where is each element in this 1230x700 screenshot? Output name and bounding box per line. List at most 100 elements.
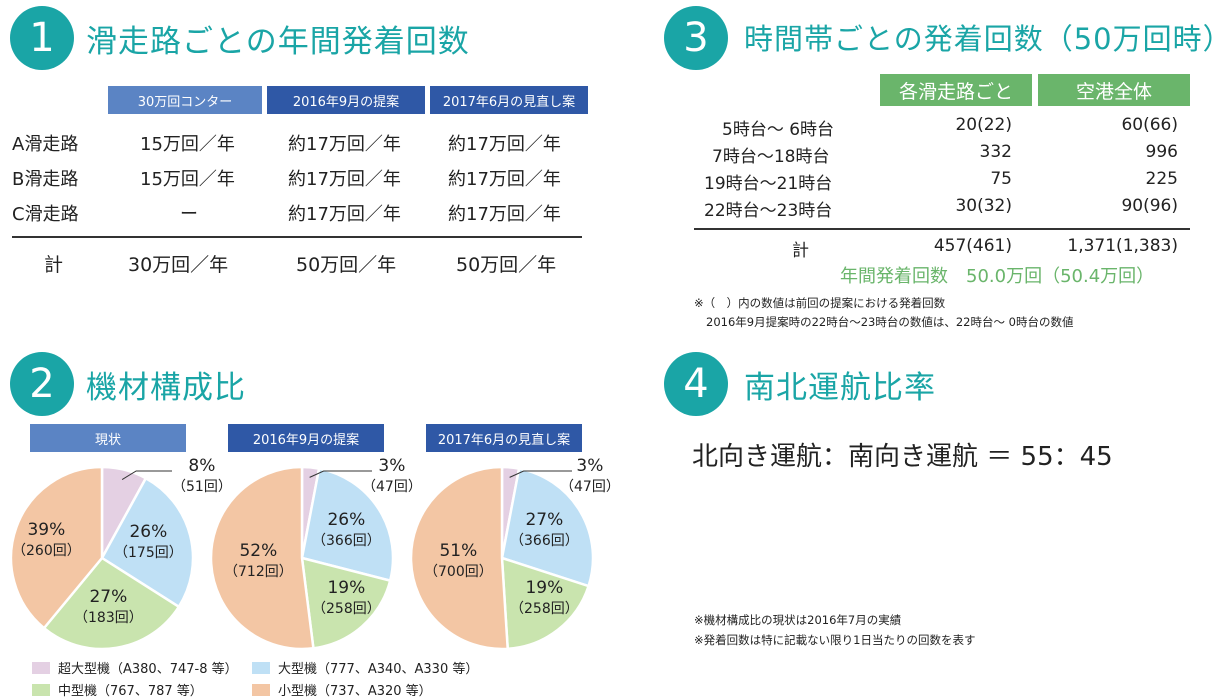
table1-divider [12,236,582,238]
pie3-super-pct: 3% [576,456,604,476]
legend-swatch-medium [32,683,50,696]
pie1-large-count: （175回） [114,545,183,561]
pie1-large-pct: 26% [129,522,168,542]
table1-row-c-label: C滑走路 [12,204,79,225]
table1-row-a-c3: 約17万回／年 [448,134,561,155]
table1-row-b-label: B滑走路 [12,169,79,190]
legend-large: 大型機（777、A340、A330 等） [252,658,478,677]
table3-total-label: 計 [792,241,809,261]
table3-row-1-c2: 60(66) [1121,115,1178,135]
table3-row-2-label: 7時台〜18時台 [712,147,830,167]
legend-swatch-large [252,661,270,674]
pie2-label-medium: 19% （258回） [312,578,381,620]
pie1-title: 現状 [30,424,186,452]
table3-row-2-c1: 332 [979,142,1012,162]
table1-row-c-c3: 約17万回／年 [448,204,561,225]
legend-super-large: 超大型機（A380、747-8 等） [32,658,238,677]
table1-total-label: 計 [44,254,64,276]
pie3-slice-large [500,467,595,588]
table3-note-1: ※（ ）内の数値は前回の提案における発着回数 [694,296,946,310]
pie2-label-small: 52% （712回） [224,541,293,583]
pie3-large-count: （366回） [510,533,579,549]
pie2-medium-pct: 19% [327,578,366,598]
pie2-large-pct: 26% [327,510,366,530]
table1-total-c2: 50万回／年 [296,254,397,276]
legend-swatch-small [252,683,270,696]
pie2-small-count: （712回） [224,564,293,580]
table1-row-b-c2: 約17万回／年 [288,169,401,190]
table3-row-3-label: 19時台〜21時台 [704,174,833,194]
table3-header-2: 空港全体 [1038,74,1190,106]
legend-label-small: 小型機（737、A320 等） [278,684,432,699]
table1-header-2: 2016年9月の提案 [267,86,425,114]
table3-note-2: 2016年9月提案時の22時台〜23時台の数値は、22時台〜 0時台の数値 [706,315,1074,329]
table1-row-c-c1: ー [180,204,198,225]
table1-total-c3: 50万回／年 [456,254,557,276]
pie1-super-count: （51回） [172,479,232,495]
section-title-4: 南北運航比率 [744,370,936,406]
pie3-super-count: （47回） [560,479,620,495]
pie2-slice-small [209,465,315,651]
pie3-title: 2017年6月の見直し案 [426,424,582,452]
pie1-medium-count: （183回） [74,610,143,626]
pie1-leader-line [121,470,172,480]
pie2-slice-large [300,467,395,583]
section-title-3: 時間帯ごとの発着回数（50万回時） [744,22,1230,56]
pie3-slice-medium [500,556,591,651]
footnote-1: ※機材構成比の現状は2016年7月の実績 [694,613,902,627]
table3-row-3-c1: 75 [990,169,1012,189]
section-number-3: 3 [664,6,728,70]
pie1-small-count: （260回） [12,543,81,559]
table3-total-c2: 1,371(1,383) [1067,236,1178,256]
pie3-large-pct: 27% [525,510,564,530]
pie3-leader-line [509,470,572,478]
pie1-slice-small [9,465,104,630]
table1-row-a-label: A滑走路 [12,134,79,155]
table3-row-1-c1: 20(22) [955,115,1012,135]
legend-label-large: 大型機（777、A340、A330 等） [278,662,479,677]
pie2-small-pct: 52% [239,541,278,561]
pie1-label-large: 26% （175回） [114,522,183,564]
pie1-medium-pct: 27% [89,587,128,607]
footnote-2: ※発着回数は特に記載ない限り1日当たりの回数を表す [694,633,976,647]
pie2-super-count: （47回） [362,479,422,495]
annual-movements: 年間発着回数 50.0万回（50.4万回） [840,266,1155,287]
pie1-super-pct: 8% [188,456,216,476]
table3-total-c1: 457(461) [933,236,1012,256]
pie3-small-count: （700回） [424,564,493,580]
pie1-slice-medium [42,556,181,651]
section-number-1: 1 [10,6,74,70]
pie3-label-medium: 19% （258回） [510,578,579,620]
pie3-label-large: 27% （366回） [510,510,579,552]
pie1-label-super: 8% （51回） [172,456,232,498]
direction-ratio: 北向き運航：南向き運航 ＝ 55：45 [692,442,1113,472]
pie3-label-small: 51% （700回） [424,541,493,583]
pie1-slice-large [100,476,195,609]
pie1-small-pct: 39% [27,520,66,540]
pie2-label-super: 3% （47回） [362,456,422,498]
table1-row-b-c3: 約17万回／年 [448,169,561,190]
table1-row-a-c2: 約17万回／年 [288,134,401,155]
pie2-slice-medium [300,556,392,650]
legend-small: 小型機（737、A320 等） [252,680,432,699]
table3-header-1: 各滑走路ごと [880,74,1032,106]
table3-divider [694,228,1190,230]
table1-total-c1: 30万回／年 [128,254,229,276]
pie2-medium-count: （258回） [312,601,381,617]
table1-row-c-c2: 約17万回／年 [288,204,401,225]
pie3-medium-pct: 19% [525,578,564,598]
table3-row-4-label: 22時台〜23時台 [704,201,833,221]
pie3-slice-small [409,465,510,651]
table3-row-3-c2: 225 [1145,169,1178,189]
table1-row-b-c1: 15万回／年 [140,169,235,190]
table3-row-4-c1: 30(32) [955,196,1012,216]
section-title-2: 機材構成比 [86,370,246,406]
pie2-large-count: （366回） [312,533,381,549]
legend-swatch-super-large [32,661,50,674]
pie2-leader-line [309,470,372,478]
pie1-label-small: 39% （260回） [12,520,81,562]
pie2-label-large: 26% （366回） [312,510,381,552]
pie3-small-pct: 51% [439,541,478,561]
pie3-medium-count: （258回） [510,601,579,617]
